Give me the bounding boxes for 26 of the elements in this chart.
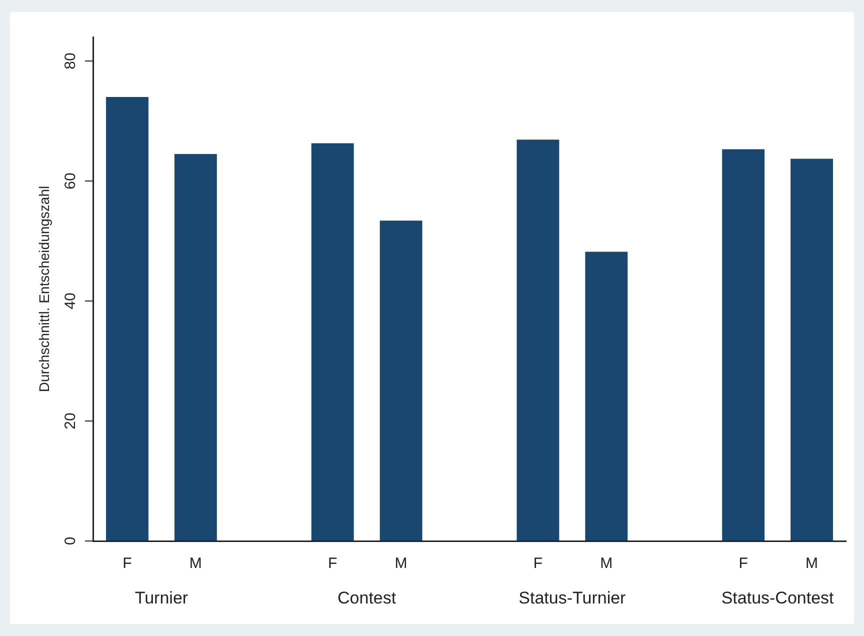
y-tick-label: 80 — [62, 52, 80, 70]
y-axis-title: Durchschnittl. Entscheidungszahl — [36, 186, 52, 392]
bar — [174, 154, 217, 540]
bar — [585, 252, 628, 540]
x-tick-label: F — [533, 555, 543, 572]
x-tick-label: F — [328, 555, 338, 572]
x-tick-label: M — [189, 555, 202, 572]
bar — [380, 220, 422, 540]
bar — [790, 158, 833, 540]
x-tick-label: M — [394, 555, 408, 572]
bar — [311, 143, 354, 540]
text: Contest — [338, 588, 396, 608]
y-tick-label: 40 — [62, 292, 80, 310]
text: Turnier — [134, 588, 188, 608]
x-tick-label: F — [738, 555, 748, 572]
bar — [516, 140, 560, 540]
y-tick-label: 60 — [62, 172, 80, 190]
bar — [722, 149, 765, 540]
x-tick-label: F — [122, 555, 132, 572]
text: Status-Contest — [721, 588, 834, 608]
y-tick-label: 0 — [62, 536, 80, 546]
y-tick-label: 20 — [62, 412, 80, 430]
bar — [106, 97, 148, 540]
x-tick-label: M — [806, 555, 818, 572]
text: Status-Turnier — [518, 588, 626, 608]
x-tick-label: M — [600, 555, 613, 572]
